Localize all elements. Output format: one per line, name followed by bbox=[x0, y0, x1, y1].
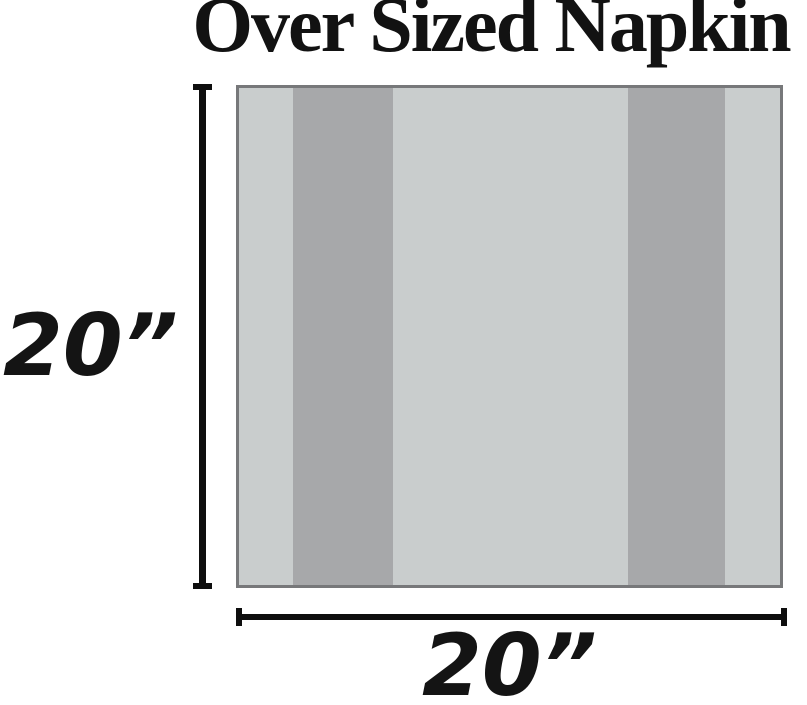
diagram-title: Over Sized Napkin bbox=[192, 0, 791, 68]
width-tick-right bbox=[781, 608, 787, 626]
napkin-preview bbox=[236, 85, 783, 588]
napkin-stripe-left bbox=[293, 88, 393, 585]
width-dimension-line bbox=[236, 608, 787, 626]
height-dimension-label: 20” bbox=[3, 296, 179, 396]
height-dimension-line bbox=[193, 84, 212, 589]
width-tick-left bbox=[236, 608, 242, 626]
height-tick-top bbox=[193, 84, 212, 90]
width-dimension-label: 20” bbox=[422, 616, 598, 705]
height-tick-bottom bbox=[193, 583, 212, 589]
napkin-stripe-right bbox=[628, 88, 725, 585]
